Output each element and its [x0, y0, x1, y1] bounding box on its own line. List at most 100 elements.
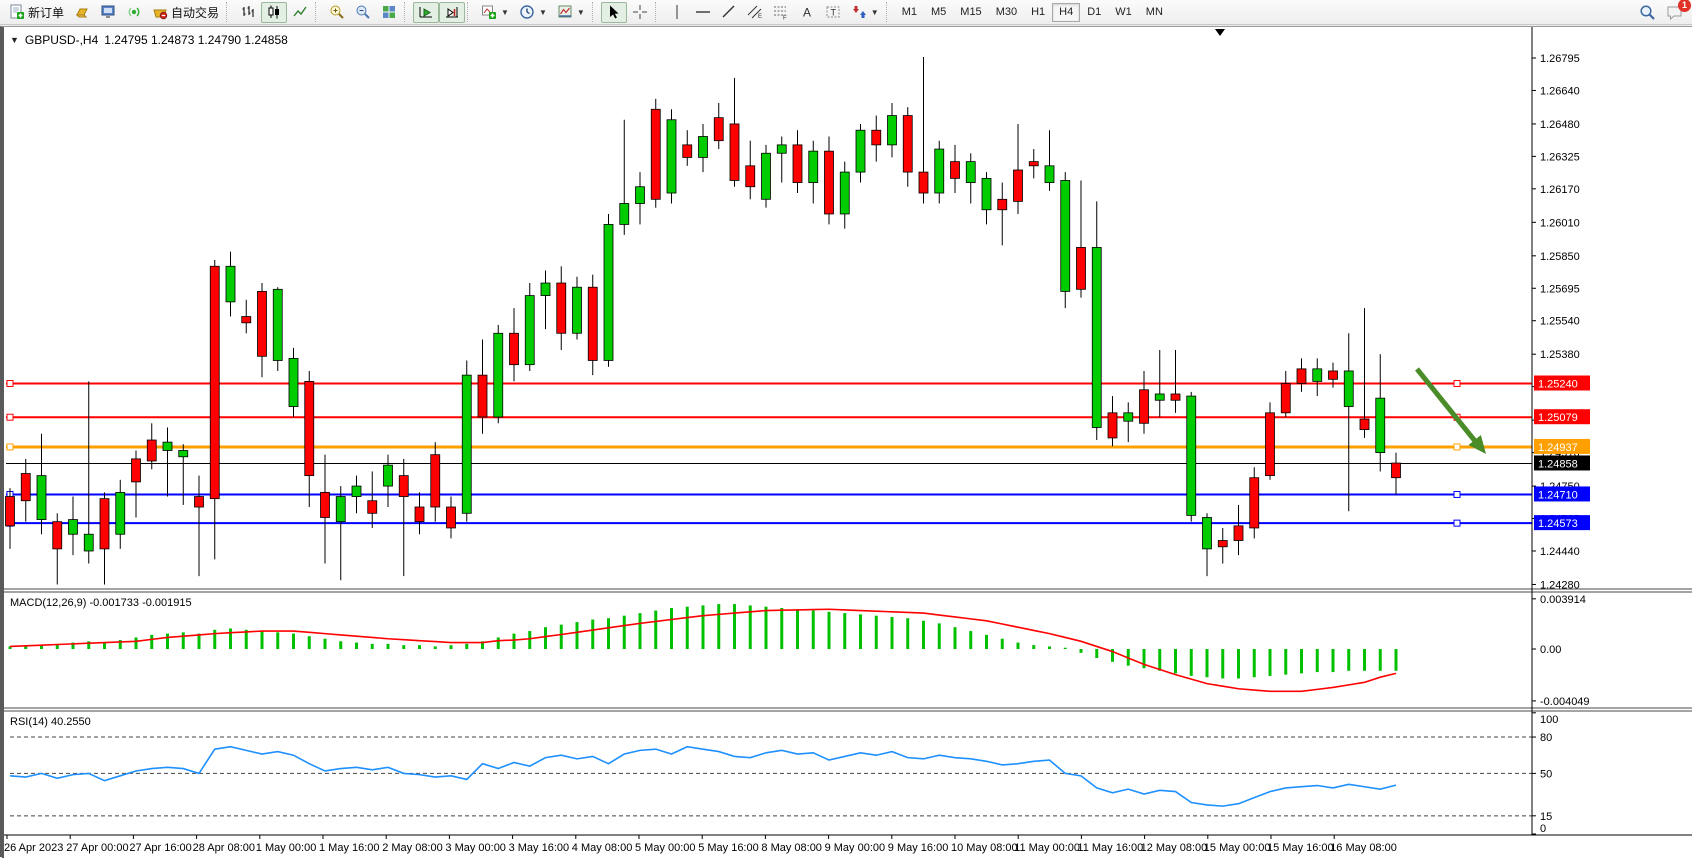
line-handle[interactable] — [1453, 443, 1461, 451]
candle-body[interactable] — [36, 475, 47, 520]
candle-body[interactable] — [1013, 169, 1023, 202]
fibonacci-tool-button[interactable]: F — [768, 2, 794, 23]
notifications-button[interactable]: 1 — [1666, 0, 1691, 21]
candle-body[interactable] — [635, 186, 645, 204]
candle-body[interactable] — [650, 108, 661, 200]
candle-body[interactable] — [572, 286, 582, 334]
candle-body[interactable] — [918, 171, 929, 194]
line-handle[interactable] — [6, 443, 14, 451]
candle-body[interactable] — [1107, 412, 1118, 439]
indicators-button[interactable]: ▼ — [476, 2, 514, 23]
candle-body[interactable] — [713, 117, 724, 142]
candle-body[interactable] — [272, 288, 283, 361]
candle-body[interactable] — [761, 152, 771, 200]
chart-canvas[interactable]: 1.26795 1.26640 1.26480 1.26325 1.26170 1.260… — [2, 27, 1692, 858]
timeframe-m30[interactable]: M30 — [995, 5, 1018, 18]
candle-body[interactable] — [1217, 540, 1228, 548]
candle-body[interactable] — [1044, 165, 1055, 183]
candle-body[interactable] — [430, 454, 441, 508]
timeframe-m15[interactable]: M15 — [960, 5, 982, 18]
text-label-tool-button[interactable]: T — [820, 2, 846, 23]
candle-body[interactable] — [1028, 161, 1039, 167]
candle-body[interactable] — [934, 148, 945, 194]
chart-shift-button[interactable] — [439, 1, 466, 23]
candle-body[interactable] — [477, 374, 488, 418]
candle-body[interactable] — [115, 491, 126, 535]
signals-button[interactable] — [121, 2, 147, 23]
timeframe-h1[interactable]: H1 — [1031, 5, 1046, 18]
candle-body[interactable] — [556, 282, 567, 334]
candle-body[interactable] — [446, 506, 456, 529]
tile-windows-button[interactable] — [376, 2, 402, 23]
candle-body[interactable] — [524, 295, 535, 366]
bar-chart-mode-button[interactable] — [235, 2, 261, 23]
timeframe-m5[interactable]: M5 — [931, 5, 947, 18]
candle-body[interactable] — [1123, 412, 1134, 422]
candle-body[interactable] — [1375, 397, 1386, 453]
candle-body[interactable] — [1312, 368, 1323, 382]
zoom-out-button[interactable] — [350, 2, 376, 23]
candle-body[interactable] — [257, 291, 267, 357]
candle-body[interactable] — [162, 441, 173, 451]
candle-body[interactable] — [950, 161, 960, 179]
candle-body[interactable] — [682, 144, 693, 158]
candle-body[interactable] — [808, 150, 819, 183]
candle-body[interactable] — [1359, 418, 1370, 430]
line-chart-mode-button[interactable] — [287, 2, 313, 23]
candle-body[interactable] — [335, 496, 346, 523]
candle-body[interactable] — [351, 485, 362, 497]
candle-body[interactable] — [367, 500, 378, 514]
line-handle[interactable] — [1453, 380, 1461, 388]
candle-body[interactable] — [52, 521, 63, 550]
deposit-button[interactable] — [69, 2, 95, 23]
timeframe-m1[interactable]: M1 — [901, 5, 917, 18]
candle-body[interactable] — [461, 374, 472, 514]
annotation-arrow-head[interactable] — [1468, 435, 1487, 454]
terminal-button[interactable] — [95, 2, 121, 23]
candle-body[interactable] — [902, 115, 913, 173]
auto-scroll-button[interactable] — [413, 1, 440, 23]
candle-body[interactable] — [5, 496, 15, 527]
line-handle[interactable] — [1453, 490, 1461, 498]
timeframe-d1[interactable]: D1 — [1087, 5, 1102, 18]
candle-body[interactable] — [1296, 368, 1307, 384]
chart-shift-marker[interactable] — [1215, 29, 1225, 36]
candle-body[interactable] — [981, 177, 992, 211]
timeframe-mn[interactable]: MN — [1145, 5, 1163, 18]
candle-body[interactable] — [1249, 477, 1260, 529]
auto-trading-button[interactable]: 自动交易 — [147, 2, 224, 23]
vertical-line-tool-button[interactable] — [664, 2, 690, 23]
candle-body[interactable] — [398, 475, 409, 497]
candle-body[interactable] — [1060, 180, 1071, 292]
candle-body[interactable] — [288, 357, 299, 407]
new-order-button[interactable]: 新订单 — [4, 2, 69, 23]
candle-body[interactable] — [20, 473, 31, 502]
candle-body[interactable] — [99, 498, 110, 550]
candle-chart-mode-button[interactable] — [261, 1, 288, 23]
candle-body[interactable] — [776, 144, 787, 154]
periods-button[interactable]: ▼ — [514, 2, 552, 23]
candle-body[interactable] — [509, 332, 519, 366]
candle-body[interactable] — [619, 203, 630, 225]
candle-body[interactable] — [1328, 370, 1338, 380]
candle-body[interactable] — [603, 224, 614, 361]
arrows-tool-button[interactable]: ▼ — [846, 2, 884, 23]
candle-body[interactable] — [1154, 393, 1165, 401]
candle-body[interactable] — [414, 506, 425, 523]
candle-body[interactable] — [824, 150, 834, 215]
candle-body[interactable] — [729, 123, 740, 181]
collapse-chart-icon[interactable]: ▼ — [10, 35, 19, 45]
line-handle[interactable] — [6, 380, 14, 388]
candle-body[interactable] — [320, 491, 330, 518]
candle-body[interactable] — [178, 450, 189, 458]
candle-body[interactable] — [1343, 370, 1354, 407]
line-handle[interactable] — [6, 413, 14, 421]
search-button[interactable] — [1639, 4, 1656, 21]
candle-body[interactable] — [1280, 383, 1291, 414]
timeframe-w1[interactable]: W1 — [1115, 5, 1132, 18]
candle-body[interactable] — [698, 136, 708, 158]
horizontal-line-tool-button[interactable] — [690, 2, 716, 23]
candle-body[interactable] — [225, 265, 236, 303]
candle-body[interactable] — [241, 316, 252, 324]
candle-body[interactable] — [304, 381, 315, 477]
